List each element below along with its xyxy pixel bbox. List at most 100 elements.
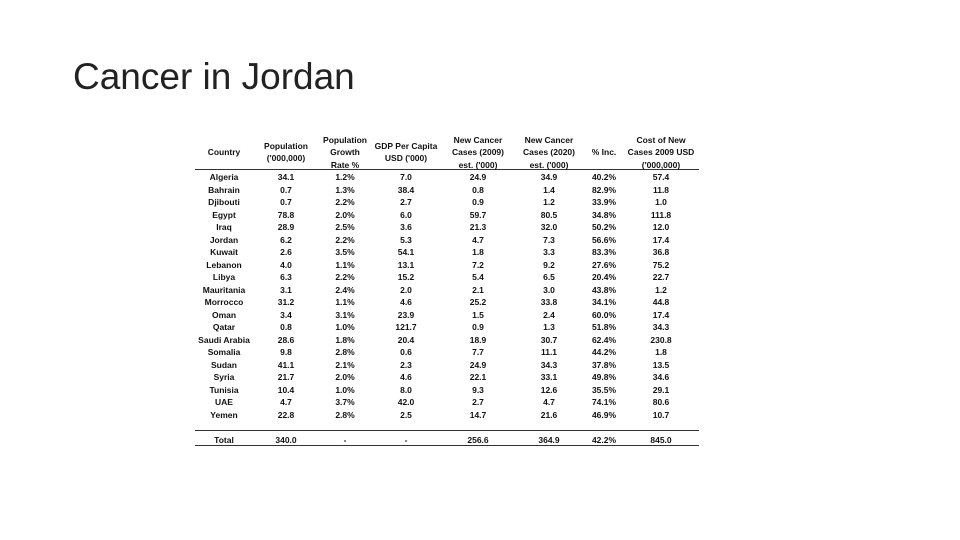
table-cell: 1.0% xyxy=(335,321,355,332)
column-header: Cases 2009 USD xyxy=(627,146,695,157)
table-cell: 6.3 xyxy=(280,271,292,282)
table-cell: 34.1% xyxy=(591,296,617,307)
table-cell: 43.8% xyxy=(591,284,617,295)
table-cell: 10.7 xyxy=(652,409,670,420)
table-cell: 34.6 xyxy=(652,371,670,382)
table-cell: 59.7 xyxy=(469,209,487,220)
column-header: GDP Per Capita xyxy=(374,140,438,151)
row-label: Jordan xyxy=(209,234,239,245)
table-cell: 0.9 xyxy=(472,321,484,332)
table-cell: 22.1 xyxy=(469,371,487,382)
total-cell: 42.2% xyxy=(591,434,617,445)
column-header: Growth xyxy=(330,146,360,157)
table-cell: 1.0% xyxy=(335,384,355,395)
table-cell: 1.8 xyxy=(655,346,667,357)
table-cell: 1.1% xyxy=(335,296,355,307)
total-cell: 340.0 xyxy=(275,434,297,445)
table-cell: 0.8 xyxy=(472,184,484,195)
table-cell: 2.0% xyxy=(335,209,355,220)
table-cell: 24.9 xyxy=(469,359,487,370)
row-label: Algeria xyxy=(209,171,239,182)
column-header: Cases (2009) xyxy=(452,146,504,157)
table-cell: 1.5 xyxy=(472,309,484,320)
row-label: Syria xyxy=(213,371,235,382)
table-cell: 1.4 xyxy=(543,184,555,195)
table-cell: 74.1% xyxy=(591,396,617,407)
table-cell: 2.2% xyxy=(335,271,355,282)
table-cell: 1.1% xyxy=(335,259,355,270)
table-cell: 7.7 xyxy=(472,346,484,357)
table-cell: 3.6 xyxy=(400,221,412,232)
table-cell: 36.8 xyxy=(652,246,670,257)
column-header: Cases (2020) xyxy=(523,146,575,157)
table-cell: 21.6 xyxy=(540,409,558,420)
table-cell: 1.8 xyxy=(472,246,484,257)
table-cell: 31.2 xyxy=(277,296,295,307)
table-cell: 28.6 xyxy=(277,334,295,345)
table-cell: 46.9% xyxy=(591,409,617,420)
table-cell: 34.3 xyxy=(540,359,558,370)
table-cell: 3.7% xyxy=(335,396,355,407)
table-cell: 10.4 xyxy=(277,384,295,395)
table-cell: 27.6% xyxy=(591,259,617,270)
table-cell: 75.2 xyxy=(652,259,670,270)
table-cell: 6.2 xyxy=(280,234,292,245)
table-cell: 13.5 xyxy=(652,359,670,370)
table-cell: 21.3 xyxy=(469,221,487,232)
table-cell: 32.0 xyxy=(540,221,558,232)
table-cell: 7.2 xyxy=(472,259,484,270)
table-cell: 2.2% xyxy=(335,196,355,207)
column-header: est. ('000) xyxy=(458,159,498,170)
table-cell: 7.3 xyxy=(543,234,555,245)
table-cell: 0.9 xyxy=(472,196,484,207)
table-cell: 57.4 xyxy=(652,171,670,182)
table-cell: 5.3 xyxy=(400,234,412,245)
total-cell: - xyxy=(404,434,408,445)
table-cell: 0.8 xyxy=(280,321,292,332)
table-cell: 4.7 xyxy=(543,396,555,407)
table-cell: 2.6 xyxy=(280,246,292,257)
header-rule xyxy=(195,169,699,170)
table-cell: 20.4% xyxy=(591,271,617,282)
total-label: Total xyxy=(214,434,234,445)
table-cell: 12.6 xyxy=(540,384,558,395)
column-header: est. ('000) xyxy=(529,159,569,170)
table-cell: 21.7 xyxy=(277,371,295,382)
column-header: Cost of New xyxy=(636,134,686,145)
table-cell: 60.0% xyxy=(591,309,617,320)
total-cell: 364.9 xyxy=(538,434,560,445)
bottom-rule xyxy=(195,445,699,446)
table-cell: 3.4 xyxy=(280,309,292,320)
row-label: Yemen xyxy=(210,409,238,420)
row-label: Mauritania xyxy=(202,284,246,295)
table-cell: 35.5% xyxy=(591,384,617,395)
table-cell: 40.2% xyxy=(591,171,617,182)
table-cell: 12.0 xyxy=(652,221,670,232)
row-label: Morrocco xyxy=(204,296,244,307)
table-cell: 11.1 xyxy=(540,346,558,357)
table-cell: 17.4 xyxy=(652,309,670,320)
table-cell: 4.7 xyxy=(280,396,292,407)
table-cell: 22.8 xyxy=(277,409,295,420)
column-header: New Cancer xyxy=(453,134,503,145)
table-cell: 38.4 xyxy=(397,184,415,195)
table-cell: 37.8% xyxy=(591,359,617,370)
table-cell: 0.6 xyxy=(400,346,412,357)
table-cell: 49.8% xyxy=(591,371,617,382)
table-cell: 18.9 xyxy=(469,334,487,345)
table-cell: 0.7 xyxy=(280,184,292,195)
table-cell: 82.9% xyxy=(591,184,617,195)
slide-title: Cancer in Jordan xyxy=(73,56,355,97)
table-cell: 4.6 xyxy=(400,371,412,382)
row-label: Egypt xyxy=(212,209,236,220)
table-cell: 5.4 xyxy=(472,271,484,282)
table-cell: 2.2% xyxy=(335,234,355,245)
table-cell: 30.7 xyxy=(540,334,558,345)
table-cell: 2.7 xyxy=(400,196,412,207)
table-cell: 33.8 xyxy=(540,296,558,307)
total-rule xyxy=(195,430,699,431)
table-cell: 13.1 xyxy=(397,259,415,270)
row-label: UAE xyxy=(215,396,233,407)
table-cell: 8.0 xyxy=(400,384,412,395)
